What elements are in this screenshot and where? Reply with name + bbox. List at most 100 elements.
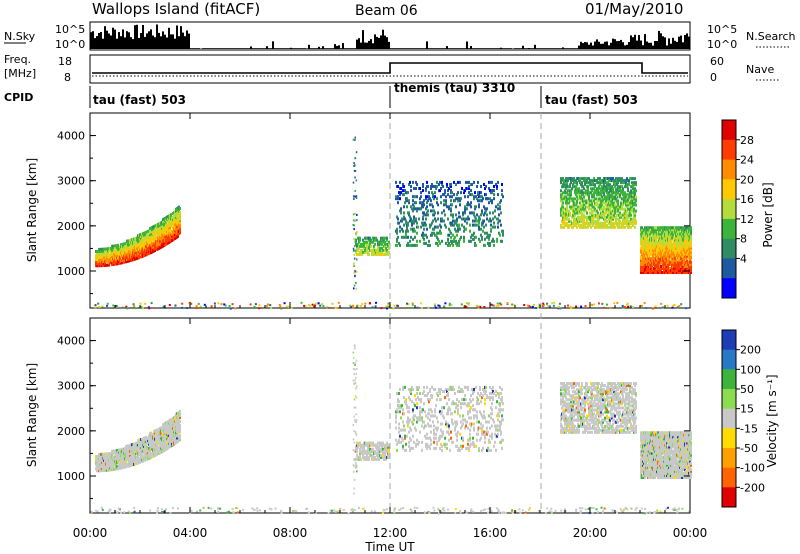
scatter-cell xyxy=(353,257,356,260)
noise-bar xyxy=(232,48,234,49)
noise-bar xyxy=(458,48,460,49)
scatter-cell xyxy=(430,199,432,203)
scatter-cell xyxy=(359,238,361,242)
noise-bar xyxy=(236,48,238,49)
noise-bar xyxy=(434,48,436,49)
scatter-cell xyxy=(625,181,627,185)
scatter-cell xyxy=(498,213,500,217)
scatter-cell xyxy=(592,179,594,183)
scatter-cell xyxy=(439,180,441,184)
scatter-cell xyxy=(552,304,555,307)
scatter-cell xyxy=(649,232,651,236)
scatter-cell xyxy=(177,234,179,238)
scatter-cell xyxy=(612,217,614,221)
scatter-cell xyxy=(618,223,620,227)
scatter-cell xyxy=(414,235,416,239)
scatter-cell xyxy=(354,195,356,198)
scatter-cell xyxy=(473,195,475,199)
scatter-cell xyxy=(410,235,412,239)
scatter-cell xyxy=(690,232,692,236)
scatter-cell xyxy=(483,205,485,209)
noise-bar xyxy=(614,39,616,49)
scatter-cell xyxy=(434,304,437,307)
scatter-cell xyxy=(585,193,587,197)
scatter-cell xyxy=(423,211,425,215)
noise-bar xyxy=(600,43,602,49)
scatter-cell xyxy=(109,259,111,263)
scatter-cell xyxy=(314,302,317,305)
scatter-cell xyxy=(648,250,650,254)
scatter-cell xyxy=(581,181,583,185)
scatter-cell xyxy=(499,201,501,205)
scatter-cell xyxy=(591,201,593,205)
scatter-cell xyxy=(355,197,358,199)
scatter-cell xyxy=(143,242,145,245)
scatter-cell xyxy=(109,249,111,253)
scatter-cell xyxy=(651,307,654,310)
scatter-cell xyxy=(455,239,457,243)
scatter-cell xyxy=(253,306,256,309)
scatter-cell xyxy=(589,215,591,219)
noise-bar xyxy=(668,38,670,49)
scatter-cell xyxy=(560,189,562,193)
scatter-cell xyxy=(125,461,127,465)
scatter-cell xyxy=(325,306,328,309)
noise-bar xyxy=(250,46,252,49)
scatter-cell xyxy=(679,254,681,258)
scatter-cell xyxy=(195,305,198,308)
scatter-cell xyxy=(400,209,402,213)
scatter-cell xyxy=(430,187,432,190)
date-label: 01/May/2010 xyxy=(585,0,683,18)
scatter-cell xyxy=(413,215,415,219)
scatter-cell xyxy=(567,223,569,227)
scatter-cell xyxy=(362,250,364,254)
scatter-cell xyxy=(624,221,626,225)
cpid-label: CPID xyxy=(4,91,33,104)
noise-bar xyxy=(202,48,204,49)
scatter-cell xyxy=(127,452,129,456)
scatter-cell xyxy=(448,302,451,305)
scatter-cell xyxy=(121,466,123,470)
scatter-cell xyxy=(680,246,682,250)
noise-bar xyxy=(98,33,100,49)
scatter-cell xyxy=(385,305,388,308)
scatter-cell xyxy=(488,187,490,190)
scatter-cell xyxy=(361,303,364,306)
scatter-cell xyxy=(133,239,135,243)
scatter-cell xyxy=(421,233,423,237)
scatter-cell xyxy=(644,238,646,242)
scatter-cell xyxy=(447,193,449,197)
scatter-cell xyxy=(420,225,422,229)
scatter-cell xyxy=(437,203,439,207)
scatter-cell xyxy=(590,304,593,306)
scatter-cell xyxy=(96,459,98,463)
scatter-cell xyxy=(464,219,466,223)
scatter-cell xyxy=(500,223,502,227)
scatter-cell xyxy=(573,215,575,219)
scatter-cell xyxy=(139,460,141,464)
scatter-cell xyxy=(631,205,633,209)
scatter-cell xyxy=(426,235,428,239)
scatter-cell xyxy=(440,225,442,229)
scatter-cell xyxy=(369,236,371,240)
scatter-cell xyxy=(570,207,572,211)
scatter-cell xyxy=(425,223,427,227)
scatter-cell xyxy=(649,269,651,272)
scatter-cell xyxy=(489,217,491,221)
scatter-cell xyxy=(377,252,379,256)
scatter-cell xyxy=(477,306,480,309)
scatter-cell xyxy=(630,209,632,213)
scatter-cell xyxy=(484,187,486,190)
scatter-cell xyxy=(356,270,358,273)
scatter-cell xyxy=(613,223,615,227)
scatter-cell xyxy=(450,231,452,235)
scatter-cell xyxy=(448,233,450,237)
scatter-cell xyxy=(593,177,595,181)
noise-bar xyxy=(278,48,280,49)
scatter-cell xyxy=(608,211,610,215)
scatter-cell xyxy=(685,307,688,310)
scatter-cell xyxy=(615,215,617,219)
scatter-cell xyxy=(162,305,165,308)
scatter-cell xyxy=(644,236,646,240)
scatter-cell xyxy=(423,203,425,207)
